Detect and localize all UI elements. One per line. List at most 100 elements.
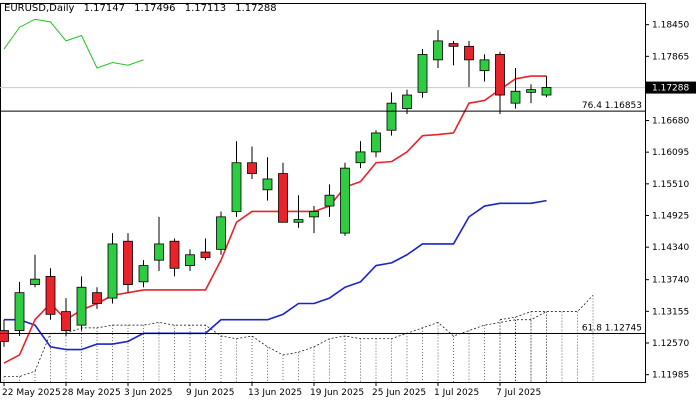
candle (123, 233, 133, 293)
candle-body (185, 254, 195, 266)
candle-body (247, 162, 257, 174)
candle-body (464, 45, 474, 61)
candle (309, 206, 319, 234)
symbol-label: EURUSD,Daily (4, 3, 75, 14)
candle-body (0, 330, 9, 342)
candle-body (76, 286, 87, 326)
candle-body (45, 276, 56, 315)
high-value: 1.17496 (134, 3, 176, 14)
candle-body (30, 278, 40, 285)
x-tick-label: 28 May 2025 (62, 388, 121, 398)
candle (247, 146, 257, 179)
candle-body (169, 240, 180, 269)
candles-layer (0, 30, 552, 347)
candle-body (526, 89, 536, 93)
candle (30, 254, 40, 288)
candle (278, 162, 288, 223)
y-tick-label: 1.18450 (652, 21, 689, 31)
x-tick-label: 1 Jul 2025 (434, 388, 479, 398)
candle (14, 281, 25, 336)
price-axis: 1.18450 1.17865 1.16680 1.16095 1.15510 1.149… (645, 21, 696, 381)
candle (61, 298, 71, 336)
candle-body (355, 151, 366, 164)
candle (45, 268, 56, 320)
candle (76, 276, 87, 331)
candle-body (371, 132, 381, 153)
time-axis: 22 May 2025 28 May 2025 3 Jun 2025 9 Jun 20… (2, 382, 541, 398)
candle (169, 238, 180, 277)
chart-header: EURUSD,Daily 1.17147 1.17496 1.17113 1.1… (4, 3, 283, 14)
candle-body (340, 167, 350, 234)
fib-level-label: 76.4 1.16853 (582, 101, 642, 111)
low-value: 1.17113 (184, 3, 227, 14)
indicator-lines-layer (3, 18, 547, 364)
candle (185, 249, 195, 272)
candle (448, 40, 459, 66)
candle-body (541, 87, 552, 96)
candle (417, 49, 428, 98)
candle-body (293, 219, 304, 223)
y-tick-label: 1.16680 (652, 116, 689, 126)
y-tick-label: 1.12570 (652, 339, 689, 349)
x-tick-label: 9 Jun 2025 (186, 388, 234, 398)
candle (231, 141, 242, 217)
candle (510, 67, 521, 109)
candle (386, 92, 397, 136)
candle (464, 40, 474, 87)
candle (200, 238, 211, 261)
x-tick-label: 3 Jun 2025 (124, 388, 172, 398)
candle-body (107, 243, 118, 299)
candle (355, 141, 366, 169)
candle (526, 84, 536, 104)
y-tick-label: 1.15510 (652, 180, 689, 190)
y-tick-label: 1.14925 (652, 212, 689, 222)
candle-body (402, 94, 412, 109)
candle-body (200, 251, 211, 258)
red-indicator-line (3, 75, 547, 364)
candle-body (417, 54, 428, 93)
candle-body (510, 90, 521, 104)
candle (262, 157, 273, 201)
dotted-area-line-2 (499, 295, 594, 321)
y-tick-label: 1.13155 (652, 307, 689, 317)
dotted-area-layer (3, 295, 594, 382)
candle (433, 30, 443, 68)
x-tick-label: 7 Jul 2025 (496, 388, 541, 398)
candle (154, 216, 164, 272)
y-tick-label: 1.13740 (652, 276, 689, 286)
candle (402, 89, 412, 114)
candle (371, 130, 381, 158)
candle-body (123, 240, 133, 285)
candle (92, 287, 102, 309)
candle-body (61, 311, 71, 331)
candle-body (92, 292, 102, 304)
candle (216, 211, 226, 255)
candle-body (479, 59, 490, 72)
candle-body (324, 194, 335, 207)
candle (479, 54, 490, 82)
candle-body (14, 292, 25, 331)
x-tick-label: 25 Jun 2025 (372, 388, 426, 398)
y-tick-label: 1.17865 (652, 52, 689, 62)
candle-body (448, 43, 459, 47)
candle-body (309, 211, 319, 218)
green-indicator-line (3, 18, 144, 69)
candle-body (433, 40, 443, 61)
candle (138, 260, 149, 288)
fib-levels-layer: 76.4 1.16853 61.8 1.12745 (0, 101, 645, 335)
candle (340, 162, 350, 236)
blue-indicator-line (4, 199, 547, 351)
y-tick-label: 1.14340 (652, 243, 689, 253)
candle-body (386, 102, 397, 131)
candle-body (216, 216, 226, 250)
grid-layer (0, 3, 646, 383)
candle-body (138, 265, 149, 283)
candle-body (154, 243, 164, 261)
plot-frame (0, 3, 646, 383)
candle (324, 184, 335, 217)
candle (293, 195, 304, 228)
candle (495, 51, 505, 114)
candle-body (495, 54, 505, 96)
current-price-tag (646, 81, 696, 94)
